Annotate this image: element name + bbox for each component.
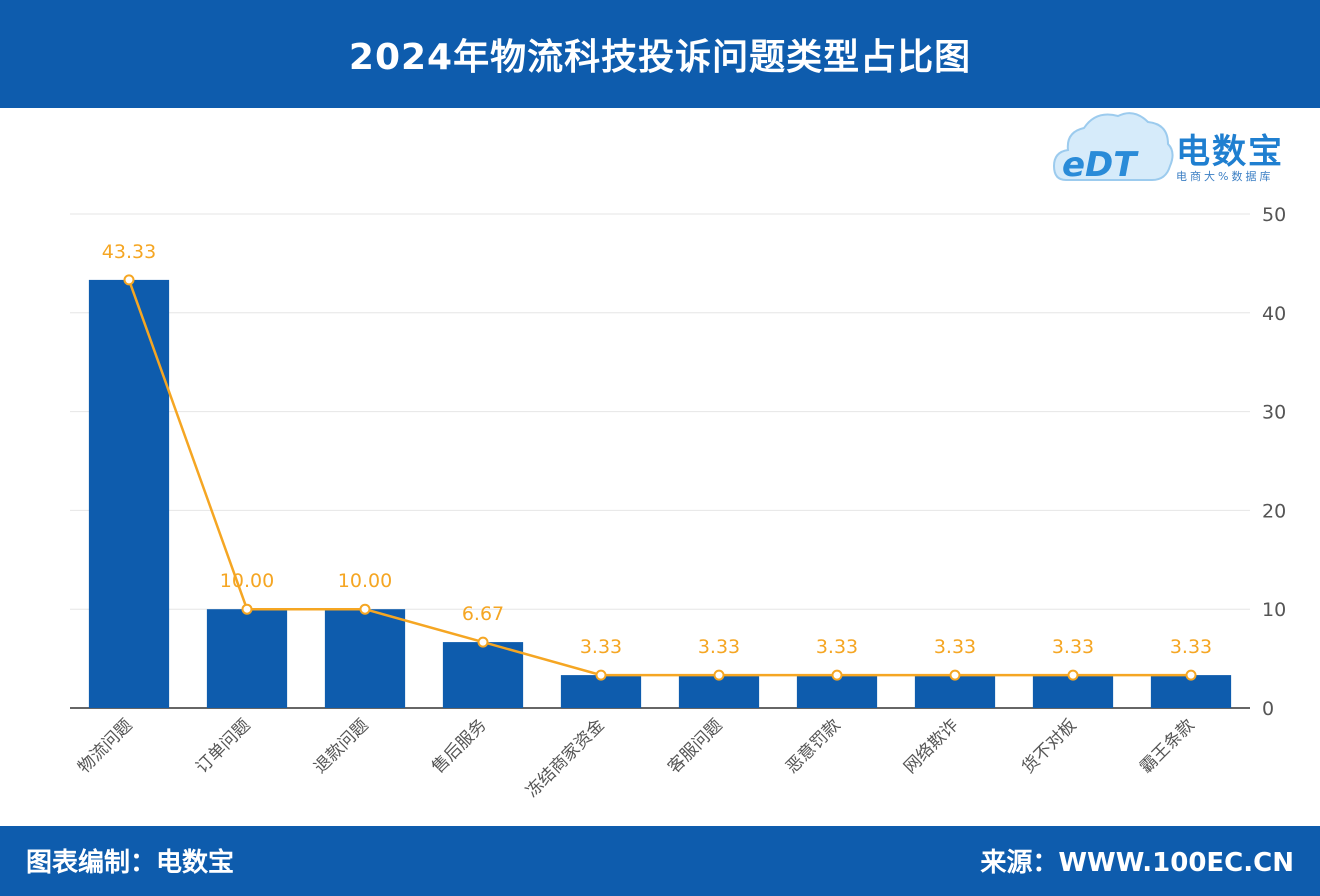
y-tick-label: 30 — [1262, 402, 1286, 424]
bar-line-chart: 43.33 10.00 10.00 6.67 3.33 3.33 3.33 3.33 3.33 3… — [70, 204, 1286, 802]
x-tick-label: 网络欺诈 — [900, 715, 962, 777]
x-tick-label: 客服问题 — [664, 715, 726, 777]
line-point — [1185, 669, 1197, 681]
line-point — [713, 669, 725, 681]
bar — [324, 609, 406, 708]
series-line — [127, 279, 1191, 677]
y-tick-label: 50 — [1262, 204, 1286, 226]
x-tick-label: 售后服务 — [428, 715, 490, 777]
chart-line — [123, 274, 1197, 681]
logo-mark-text: eDT — [1062, 145, 1139, 185]
data-label: 3.33 — [698, 636, 740, 658]
page-title: 2024年物流科技投诉问题类型占比图 — [348, 37, 972, 78]
line-point — [359, 603, 371, 615]
data-label: 6.67 — [462, 603, 504, 625]
line-point — [1067, 669, 1079, 681]
line-point — [831, 669, 843, 681]
y-tick-label: 40 — [1262, 303, 1286, 325]
chart-bars — [88, 279, 1232, 708]
line-point — [595, 669, 607, 681]
x-tick-label: 物流问题 — [74, 715, 136, 777]
x-tick-label: 货不对板 — [1018, 715, 1080, 777]
x-tick-label: 霸王条款 — [1136, 715, 1198, 777]
data-label: 3.33 — [580, 636, 622, 658]
data-label: 43.33 — [102, 241, 156, 263]
bar — [442, 642, 524, 708]
y-tick-label: 20 — [1262, 500, 1286, 522]
bar — [88, 279, 170, 708]
chart-credit: 图表编制：电数宝 — [26, 848, 235, 878]
data-source: 来源：WWW.100EC.CN — [980, 848, 1294, 878]
chart-y-tick-labels: 0 10 20 30 40 50 — [1262, 204, 1286, 720]
brand-logo: eDT 电数宝 电商大%数据库 — [1052, 106, 1312, 186]
line-point — [949, 669, 961, 681]
data-label: 10.00 — [220, 570, 274, 592]
bar — [206, 609, 288, 708]
footer-banner: 图表编制：电数宝 来源：WWW.100EC.CN — [0, 826, 1320, 896]
cloud-logo-icon: eDT — [1052, 112, 1174, 185]
data-label: 3.33 — [1170, 636, 1212, 658]
header-banner: 2024年物流科技投诉问题类型占比图 — [0, 0, 1320, 108]
logo-name: 电数宝 — [1176, 132, 1284, 172]
data-label: 3.33 — [816, 636, 858, 658]
y-tick-label: 10 — [1262, 599, 1286, 621]
x-tick-label: 退款问题 — [310, 715, 372, 777]
data-label: 3.33 — [934, 636, 976, 658]
x-tick-label: 恶意罚款 — [782, 715, 844, 777]
data-label: 10.00 — [338, 570, 392, 592]
logo-tagline: 电商大%数据库 — [1176, 170, 1274, 183]
chart-value-labels: 43.33 10.00 10.00 6.67 3.33 3.33 3.33 3.33 3.33 3… — [102, 241, 1212, 658]
y-tick-label: 0 — [1262, 698, 1274, 720]
x-tick-label: 冻结商家资金 — [522, 715, 608, 801]
x-tick-label: 订单问题 — [192, 715, 254, 777]
line-point — [123, 274, 135, 286]
chart-x-tick-labels: 物流问题 订单问题 退款问题 售后服务 冻结商家资金 客服问题 恶意罚款 网络欺诈 货不对板 霸王… — [74, 715, 1198, 801]
line-point — [477, 636, 489, 648]
line-point — [241, 603, 253, 615]
data-label: 3.33 — [1052, 636, 1094, 658]
